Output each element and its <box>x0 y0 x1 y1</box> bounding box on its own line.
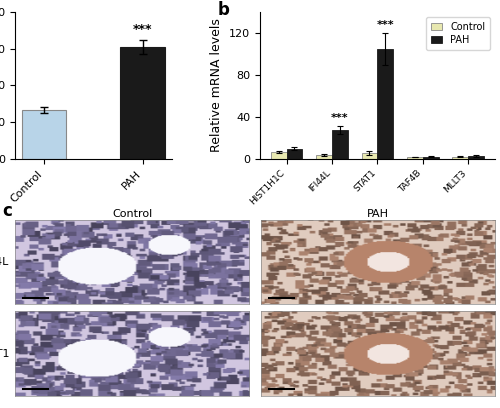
Bar <box>120 47 164 159</box>
Text: ***: *** <box>376 20 394 30</box>
Text: ***: *** <box>331 113 348 123</box>
Bar <box>468 156 484 159</box>
Text: b: b <box>218 0 230 18</box>
Bar <box>362 153 378 159</box>
Bar <box>316 155 332 159</box>
Bar <box>378 49 394 159</box>
Text: c: c <box>2 202 12 220</box>
Title: Control: Control <box>112 209 152 219</box>
Bar <box>286 149 302 159</box>
Y-axis label: IFI44L: IFI44L <box>0 257 10 267</box>
Text: ***: *** <box>133 23 152 36</box>
Bar <box>423 157 439 159</box>
Title: PAH: PAH <box>367 209 389 219</box>
Bar <box>332 130 348 159</box>
Bar <box>452 157 468 159</box>
Bar <box>22 110 66 159</box>
Bar <box>407 157 423 159</box>
Bar <box>270 152 286 159</box>
Y-axis label: Relative mRNA levels: Relative mRNA levels <box>210 18 224 153</box>
Y-axis label: STAT1: STAT1 <box>0 348 10 359</box>
Legend: Control, PAH: Control, PAH <box>426 17 490 50</box>
